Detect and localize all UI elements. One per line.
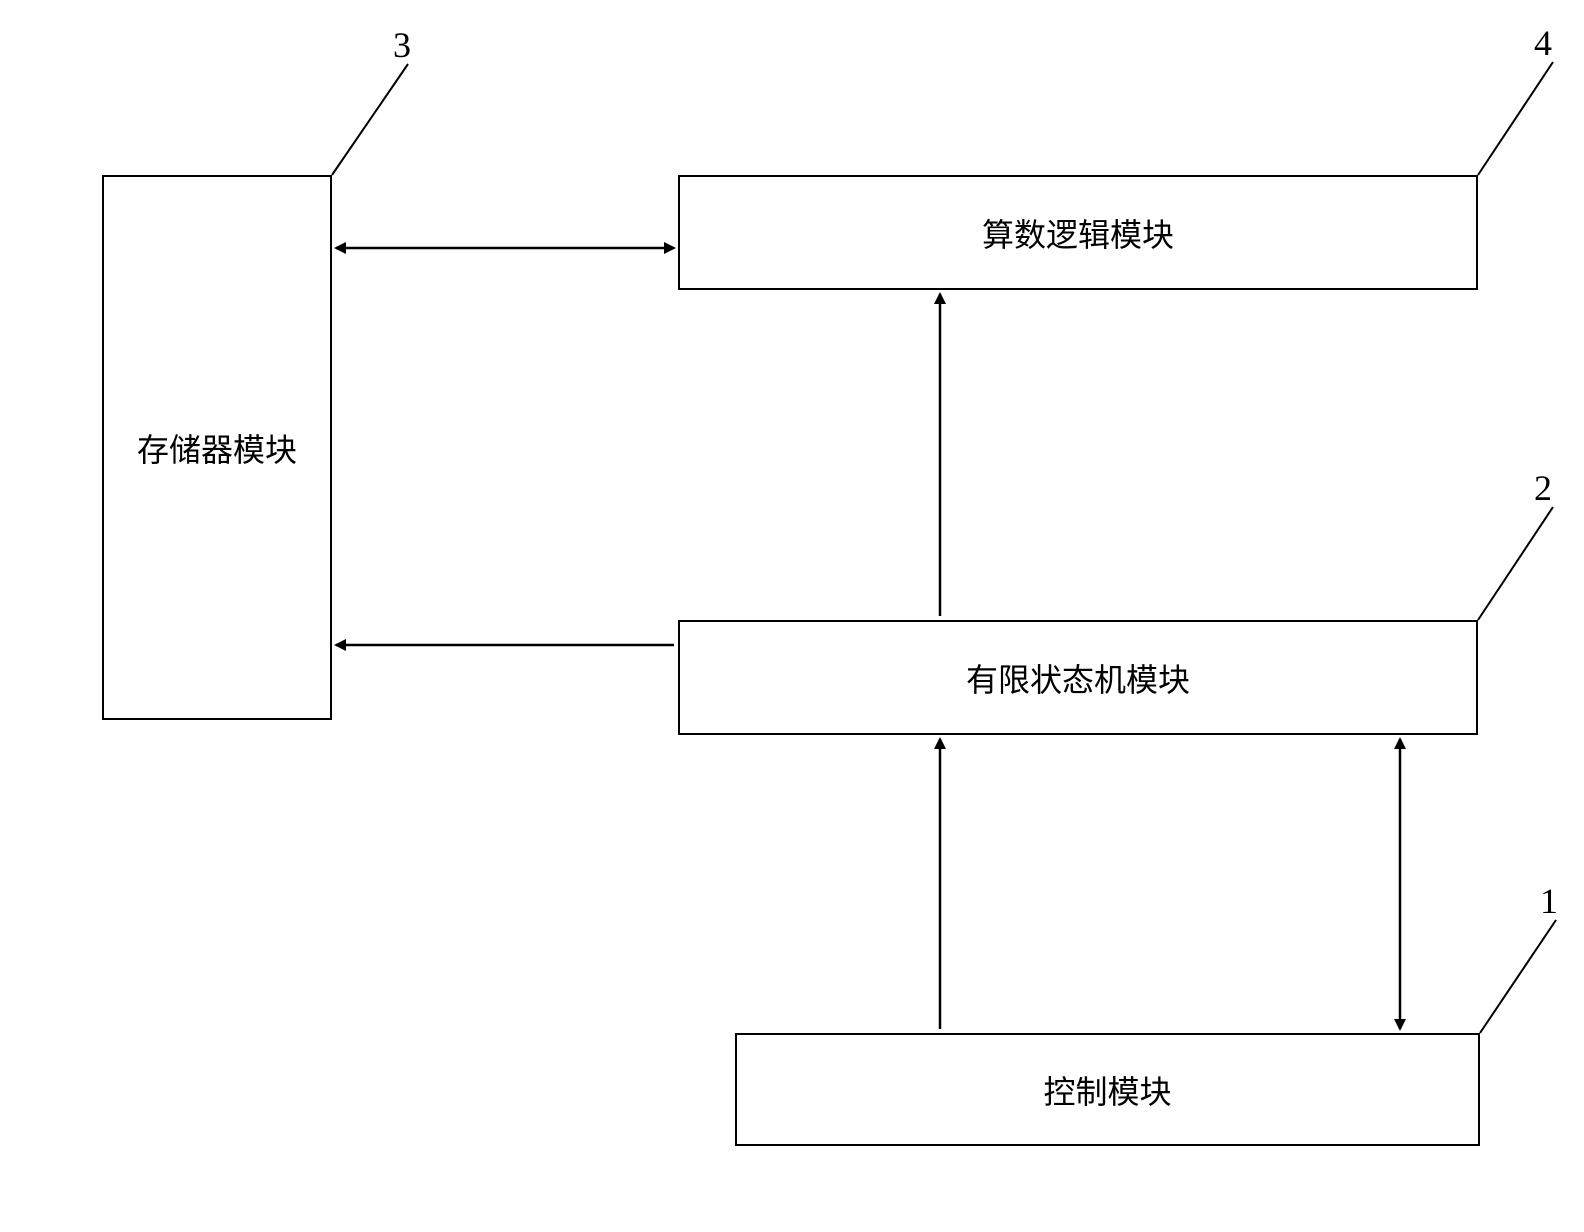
node-arithmetic-label: 算数逻辑模块 xyxy=(982,210,1174,256)
node-storage-label: 存储器模块 xyxy=(137,425,297,471)
node-control: 控制模块 xyxy=(735,1033,1480,1146)
leader-line-1 xyxy=(1480,920,1556,1033)
node-fsm: 有限状态机模块 xyxy=(678,620,1478,735)
leader-line-3 xyxy=(332,64,408,175)
node-arithmetic: 算数逻辑模块 xyxy=(678,175,1478,290)
leader-line-2 xyxy=(1478,507,1553,620)
node-control-label: 控制模块 xyxy=(1043,1067,1171,1113)
block-diagram: 存储器模块 算数逻辑模块 有限状态机模块 控制模块 3 4 2 1 xyxy=(0,0,1584,1232)
node-fsm-label: 有限状态机模块 xyxy=(966,655,1190,701)
node-storage: 存储器模块 xyxy=(102,175,332,720)
ref-label-4: 4 xyxy=(1534,22,1552,64)
leader-line-4 xyxy=(1478,62,1553,175)
ref-label-3: 3 xyxy=(393,24,411,66)
ref-label-2: 2 xyxy=(1534,467,1552,509)
ref-label-1: 1 xyxy=(1540,880,1558,922)
